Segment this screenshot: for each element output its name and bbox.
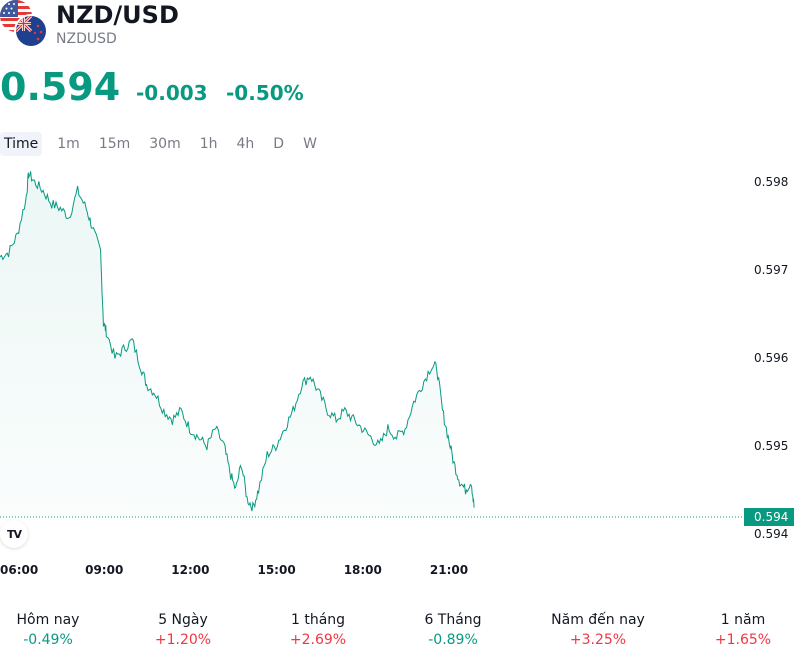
timeframe-tabs: Time 1m 15m 30m 1h 4h D W bbox=[0, 132, 332, 156]
new-zealand-flag-icon bbox=[14, 14, 48, 48]
performance-value: +1.20% bbox=[154, 632, 212, 648]
y-tick-label: 0.594 bbox=[754, 527, 788, 541]
performance-value: -0.89% bbox=[428, 632, 478, 648]
tab-1m[interactable]: 1m bbox=[57, 136, 80, 152]
tab-w[interactable]: W bbox=[303, 136, 317, 152]
price-area-fill bbox=[0, 171, 475, 518]
performance-label: Hôm nay bbox=[16, 612, 80, 628]
tab-30m[interactable]: 30m bbox=[149, 136, 181, 152]
performance-item[interactable]: 5 Ngày +1.20% bbox=[123, 610, 243, 650]
performance-item[interactable]: 6 Tháng -0.89% bbox=[393, 610, 513, 650]
performance-item[interactable]: Hôm nay -0.49% bbox=[0, 610, 108, 650]
x-tick-label: 09:00 bbox=[85, 563, 123, 577]
tab-4h[interactable]: 4h bbox=[236, 136, 255, 152]
performance-label: 6 Tháng bbox=[424, 612, 482, 628]
x-tick-label: 21:00 bbox=[430, 563, 468, 577]
performance-value: +3.25% bbox=[569, 632, 627, 648]
price-change: -0.003 bbox=[136, 81, 208, 105]
performance-item[interactable]: 1 tháng +2.69% bbox=[258, 610, 378, 650]
currency-flags bbox=[0, 0, 50, 48]
x-tick-label: 12:00 bbox=[171, 563, 209, 577]
performance-value: -0.49% bbox=[23, 632, 73, 648]
performance-value: +2.69% bbox=[289, 632, 347, 648]
performance-label: 1 tháng bbox=[290, 612, 346, 628]
y-tick-label: 0.598 bbox=[754, 175, 788, 189]
price-change-percent: -0.50% bbox=[226, 81, 304, 105]
performance-item[interactable]: 1 năm +1.65% bbox=[683, 610, 800, 650]
tab-time[interactable]: Time bbox=[0, 132, 43, 156]
performance-item[interactable]: Năm đến nay +3.25% bbox=[538, 610, 658, 650]
tab-1h[interactable]: 1h bbox=[199, 136, 218, 152]
performance-label: Năm đến nay bbox=[551, 612, 645, 628]
y-tick-label: 0.597 bbox=[754, 263, 788, 277]
tab-d[interactable]: D bbox=[273, 136, 285, 152]
x-tick-label: 06:00 bbox=[0, 563, 38, 577]
symbol-title: NZD/USD bbox=[56, 1, 179, 29]
tab-15m[interactable]: 15m bbox=[98, 136, 131, 152]
performance-label: 5 Ngày bbox=[158, 612, 208, 628]
y-tick-label: 0.595 bbox=[754, 439, 788, 453]
tradingview-logo-icon[interactable]: TV bbox=[0, 520, 28, 548]
symbol-ticker: NZDUSD bbox=[56, 31, 117, 47]
price-chart[interactable]: 0.598 0.597 0.596 0.595 0.594 06:00 09:00 12:0… bbox=[0, 160, 800, 590]
last-price-badge-label: 0.594 bbox=[754, 510, 788, 524]
last-price-badge bbox=[744, 508, 794, 526]
x-tick-label: 15:00 bbox=[257, 563, 295, 577]
last-price: 0.594 bbox=[0, 65, 121, 109]
price-line bbox=[0, 171, 475, 512]
y-tick-label: 0.596 bbox=[754, 351, 788, 365]
performance-value: +1.65% bbox=[714, 632, 772, 648]
x-tick-label: 18:00 bbox=[344, 563, 382, 577]
performance-label: 1 năm bbox=[720, 612, 766, 628]
